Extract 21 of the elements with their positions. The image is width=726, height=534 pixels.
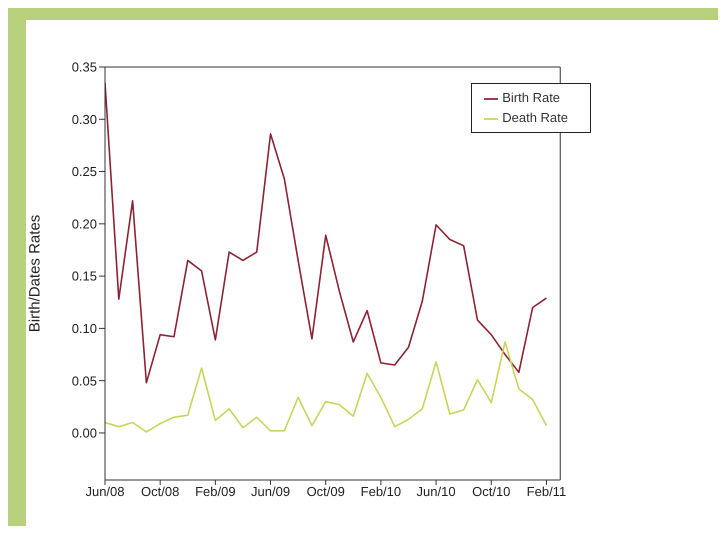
y-tick-label: 0.05 <box>72 373 97 388</box>
x-tick-label: Feb/10 <box>360 484 402 500</box>
legend-label: Birth Rate <box>502 90 560 105</box>
x-tick-label: Oct/09 <box>306 484 345 500</box>
y-tick-label: 0.20 <box>72 216 97 232</box>
y-tick-label: 0.30 <box>72 112 97 127</box>
y-tick-label: 0.25 <box>72 164 97 180</box>
y-tick-label: 0.00 <box>72 426 97 441</box>
x-tick-label: Oct/08 <box>141 484 180 500</box>
x-tick-label: Jun/08 <box>85 484 125 500</box>
line-series <box>105 341 548 433</box>
x-tick-label: Jun/10 <box>416 484 456 500</box>
y-tick-label: 0.15 <box>72 268 97 284</box>
x-tick-label: Jun/09 <box>251 484 290 500</box>
y-tick-label: 0.10 <box>72 321 97 336</box>
x-tick-label: Feb/11 <box>526 484 566 500</box>
x-tick-label: Feb/09 <box>195 484 236 500</box>
x-tick-label: Oct/10 <box>472 484 510 500</box>
y-tick-label: 0.35 <box>72 60 97 75</box>
legend-label: Death Rate <box>502 110 568 125</box>
y-axis-title: Birth/Dates Rates <box>26 214 44 332</box>
